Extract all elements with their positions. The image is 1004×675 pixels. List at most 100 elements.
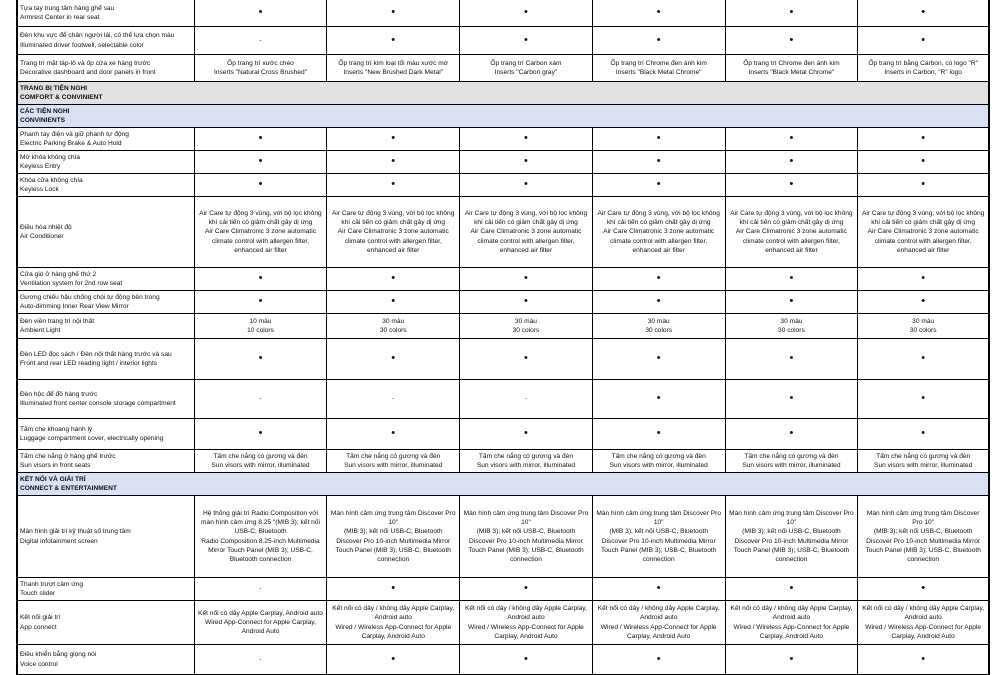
available-dot: • (724, 151, 858, 173)
available-dot: • (193, 128, 327, 150)
available-dot: • (591, 128, 725, 150)
not-available-dash: - (459, 380, 592, 418)
spec-value: Kết nối có dây / không dây Apple Carplay… (459, 601, 592, 644)
feature-label: Thanh trượt cảm ứng Touch slider (20, 580, 83, 597)
available-dot: • (724, 645, 858, 674)
feature-label: Đèn viền trang trí nội thất Ambient Ligh… (20, 317, 95, 334)
available-dot: • (193, 174, 327, 196)
spec-value: Kết nối có dây / không dây Apple Carplay… (591, 601, 725, 644)
spec-value: Air Care tự động 3 vùng, với bộ lọc khôn… (326, 197, 459, 267)
spec-value: Màn hình cảm ứng trung tâm Discover Pro … (326, 496, 459, 577)
not-available-dash: - (193, 27, 327, 54)
available-dot: • (591, 27, 725, 54)
available-dot: • (724, 419, 858, 449)
spec-value: 30 màu 30 colors (326, 314, 459, 338)
available-dot: • (326, 578, 459, 600)
spec-value: Ốp trang trí bằng Carbon, có logo "R" In… (857, 55, 988, 81)
spec-value: 30 màu 30 colors (459, 314, 592, 338)
spec-value: Màn hình cảm ứng trung tâm Discover Pro … (459, 496, 592, 577)
feature-label: Gương chiếu hậu chống chói tự động bên t… (20, 293, 160, 310)
available-dot: • (724, 27, 858, 54)
spec-value: Tấm che nắng có gương và đèn Sun visors … (857, 450, 988, 472)
table-row: Tấm che khoang hành lý Luggage compartme… (18, 419, 988, 450)
available-dot: • (857, 268, 988, 290)
available-dot: • (326, 339, 459, 379)
available-dot: • (459, 268, 592, 290)
spec-value: Tấm che nắng có gương và đèn Sun visors … (591, 450, 725, 472)
available-dot: • (724, 291, 858, 313)
feature-label: Màn hình giải trí kỹ thuật số trung tâm … (20, 528, 131, 545)
feature-label: Cửa gió ở hàng ghế thứ 2 Ventilation sys… (20, 270, 123, 287)
spec-value: Air Care tự động 3 vùng, với bộ lọc khôn… (459, 197, 592, 267)
not-available-dash: - (193, 578, 327, 600)
spec-value: 30 màu 30 colors (591, 314, 725, 338)
available-dot: • (857, 645, 988, 674)
available-dot: • (193, 419, 327, 449)
spec-value: Kết nối có dây / không dây Apple Carplay… (857, 601, 988, 644)
feature-label: Đèn khu vực để chân người lái, có thể lự… (20, 32, 175, 49)
table-row: Thanh trượt cảm ứng Touch slider - • • • • • (18, 578, 988, 601)
available-dot: • (459, 27, 592, 54)
feature-label: Tấm che khoang hành lý Luggage compartme… (20, 425, 164, 442)
feature-label: Đèn LED đọc sách / Đèn nội thất hàng trư… (20, 350, 172, 367)
available-dot: • (857, 174, 988, 196)
available-dot: • (459, 645, 592, 674)
table-row: Đèn viền trang trí nội thất Ambient Ligh… (18, 314, 988, 339)
spec-value: Air Care tự động 3 vùng, với bộ lọc khôn… (591, 197, 725, 267)
available-dot: • (591, 578, 725, 600)
available-dot: • (193, 291, 327, 313)
spec-value: 30 màu 30 colors (857, 314, 988, 338)
available-dot: • (724, 174, 858, 196)
available-dot: • (459, 419, 592, 449)
available-dot: • (459, 174, 592, 196)
not-available-dash: - (193, 645, 327, 674)
available-dot: • (857, 291, 988, 313)
spec-value: Ốp trang trí xước chéo Inserts "Natural … (193, 55, 327, 81)
feature-label: Đèn hộc để đồ hàng trước Illuminated fro… (20, 390, 176, 407)
available-dot: • (459, 578, 592, 600)
spec-value: Air Care tự động 3 vùng, với bộ lọc khôn… (193, 197, 327, 267)
feature-label: Tựa tay trung tâm hàng ghế sau Armrest C… (20, 4, 115, 21)
available-dot: • (591, 291, 725, 313)
table-row: Mở khóa không chìa Keyless Entry • • • • • • (18, 151, 988, 174)
available-dot: • (591, 0, 725, 26)
available-dot: • (591, 419, 725, 449)
available-dot: • (459, 151, 592, 173)
feature-label: Trang trí mặt táp-lô và ốp cửa xe hàng t… (20, 59, 156, 76)
available-dot: • (724, 339, 858, 379)
section-header: KẾT NỐI VÀ GIẢI TRÍ CONNECT & ENTERTAINM… (18, 473, 988, 496)
available-dot: • (591, 151, 725, 173)
available-dot: • (591, 645, 725, 674)
table-row: Gương chiếu hậu chống chói tự động bên t… (18, 291, 988, 314)
table-row: Đèn khu vực để chân người lái, có thể lự… (18, 27, 988, 55)
available-dot: • (857, 578, 988, 600)
available-dot: • (857, 419, 988, 449)
available-dot: • (326, 419, 459, 449)
spec-value: Kết nối có dây / không dây Apple Carplay… (724, 601, 858, 644)
available-dot: • (724, 268, 858, 290)
available-dot: • (459, 0, 592, 26)
table-row: Tựa tay trung tâm hàng ghế sau Armrest C… (18, 0, 988, 27)
spec-value: Màn hình cảm ứng trung tâm Discover Pro … (591, 496, 725, 577)
available-dot: • (326, 645, 459, 674)
available-dot: • (326, 0, 459, 26)
feature-label: Điều hòa nhiệt độ Air Conditioner (20, 223, 72, 240)
spec-value: Kết nối có dây / không dây Apple Carplay… (326, 601, 459, 644)
available-dot: • (857, 151, 988, 173)
table-row: Màn hình giải trí kỹ thuật số trung tâm … (18, 496, 988, 578)
section-header: TRANG BỊ TIỆN NGHI COMFORT & CONVINIENT (18, 82, 988, 105)
available-dot: • (591, 380, 725, 418)
available-dot: • (591, 174, 725, 196)
feature-label: Mở khóa không chìa Keyless Entry (20, 153, 81, 170)
available-dot: • (724, 0, 858, 26)
spec-value: Ốp trang trí kim loại tối màu xước mờ In… (326, 55, 459, 81)
spec-value: Air Care tự động 3 vùng, với bộ lọc khôn… (724, 197, 858, 267)
available-dot: • (459, 128, 592, 150)
feature-label: Tấm che nắng ở hàng ghế trước Sun visors… (20, 452, 116, 469)
available-dot: • (591, 339, 725, 379)
table-row: Đèn hộc để đồ hàng trước Illuminated fro… (18, 380, 988, 419)
available-dot: • (724, 578, 858, 600)
available-dot: • (459, 339, 592, 379)
available-dot: • (724, 128, 858, 150)
available-dot: • (857, 0, 988, 26)
